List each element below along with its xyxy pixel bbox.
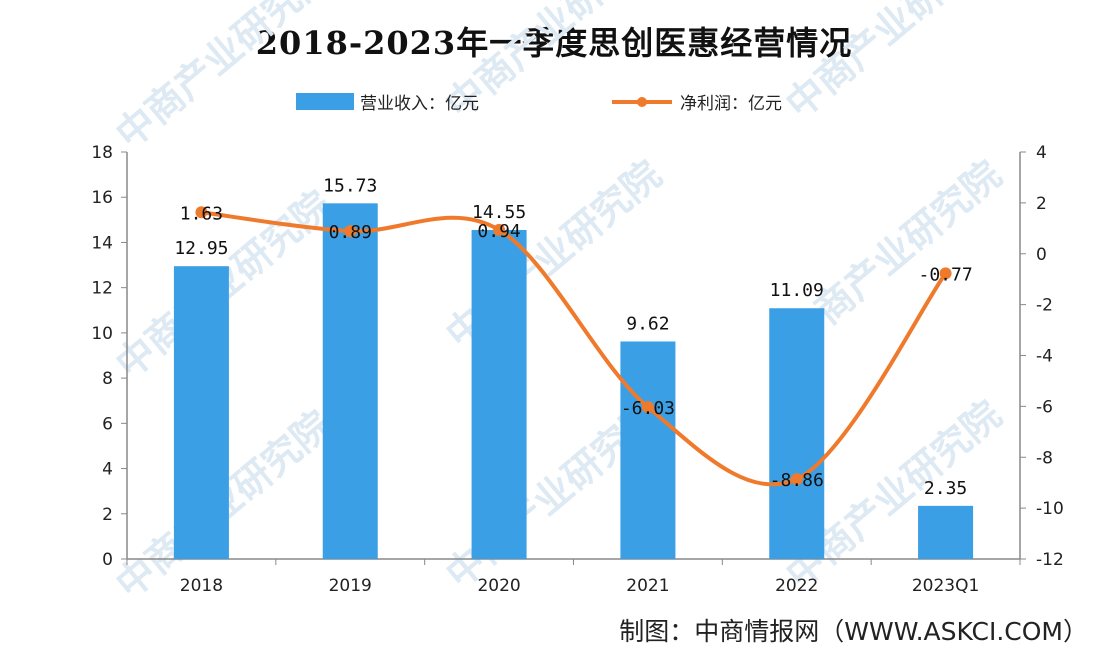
data-labels: 12.95 15.73 14.55 9.62 11.09 2.35 1.63 0.89 0.94… [174, 175, 972, 499]
legend-line-label: 净利润：亿元 [680, 94, 782, 114]
line-data-label: 0.89 [329, 222, 372, 243]
left-axis-tick-label: 10 [91, 324, 113, 344]
x-axis-tick-label: 2020 [477, 576, 520, 596]
bar-series [173, 203, 974, 560]
line-point [790, 473, 803, 486]
right-axis-tick-label: -4 [1036, 347, 1053, 367]
bar-data-label: 9.62 [626, 313, 669, 334]
left-axis-tick-label: 18 [91, 143, 113, 163]
line-point [493, 223, 506, 236]
x-axis-tick-label: 2018 [180, 576, 223, 596]
right-axis-tick-label: -10 [1036, 499, 1064, 519]
bar [322, 203, 378, 560]
left-axis-tick-label: 16 [91, 188, 113, 208]
source-note: 制图：中商情报网（WWW.ASKCI.COM） [619, 617, 1088, 646]
line-point [344, 225, 357, 238]
bar [471, 230, 527, 559]
watermark-text: 中商产业研究院 [778, 0, 1010, 127]
legend-bar-label: 营业收入：亿元 [360, 94, 479, 114]
right-axis-tick-label: -8 [1036, 448, 1053, 468]
right-axis-tick-label: 0 [1036, 245, 1047, 265]
legend-bar-swatch [296, 93, 354, 110]
bar-data-label: 14.55 [472, 202, 526, 223]
line-data-label: -0.77 [918, 264, 972, 285]
legend-line-marker [637, 97, 647, 107]
line-series [195, 206, 952, 487]
left-axis-tick-label: 6 [102, 414, 113, 434]
right-axis-tick-label: -2 [1036, 296, 1053, 316]
right-axis-tick-label: -6 [1036, 397, 1053, 417]
line-point [195, 206, 208, 219]
bar [620, 341, 676, 559]
line-point [641, 401, 654, 414]
left-axis-tick-label: 14 [91, 233, 113, 253]
bar-data-label: 2.35 [924, 478, 967, 499]
bar-data-label: 15.73 [323, 175, 377, 196]
line-data-label: 0.94 [477, 221, 520, 242]
line-data-label: 1.63 [180, 203, 223, 224]
bar [173, 266, 229, 559]
bar-data-label: 12.95 [174, 238, 228, 259]
bar-data-label: 11.09 [770, 280, 824, 301]
right-axis-tick-label: -12 [1036, 550, 1064, 570]
x-axis-tick-label: 2021 [626, 576, 669, 596]
x-axis-tick-label: 2023Q1 [912, 576, 979, 596]
left-axis-tick-label: 12 [91, 279, 113, 299]
line-data-label: -6.03 [621, 398, 675, 419]
watermark-text: 中商产业研究院 [108, 0, 340, 157]
axes: 0 2 4 6 8 10 12 14 16 18 -12 -10 -8 -6 -4 -2 0 2 4 2018 2019… [91, 143, 1063, 596]
left-axis-tick-label: 0 [102, 550, 113, 570]
chart-title: 2018-2023年一季度思创医惠经营情况 [255, 24, 853, 62]
left-axis-tick-label: 4 [102, 460, 113, 480]
line-point [939, 267, 952, 280]
bar [769, 308, 825, 559]
legend: 营业收入：亿元 净利润：亿元 [296, 93, 782, 114]
bar [918, 505, 974, 559]
x-axis-tick-label: 2022 [775, 576, 818, 596]
right-axis-tick-label: 4 [1036, 143, 1047, 163]
x-axis-tick-label: 2019 [329, 576, 372, 596]
left-axis-tick-label: 2 [102, 505, 113, 525]
line-data-label: -8.86 [770, 470, 824, 491]
left-axis-tick-label: 8 [102, 369, 113, 389]
right-axis-tick-label: 2 [1036, 194, 1047, 214]
